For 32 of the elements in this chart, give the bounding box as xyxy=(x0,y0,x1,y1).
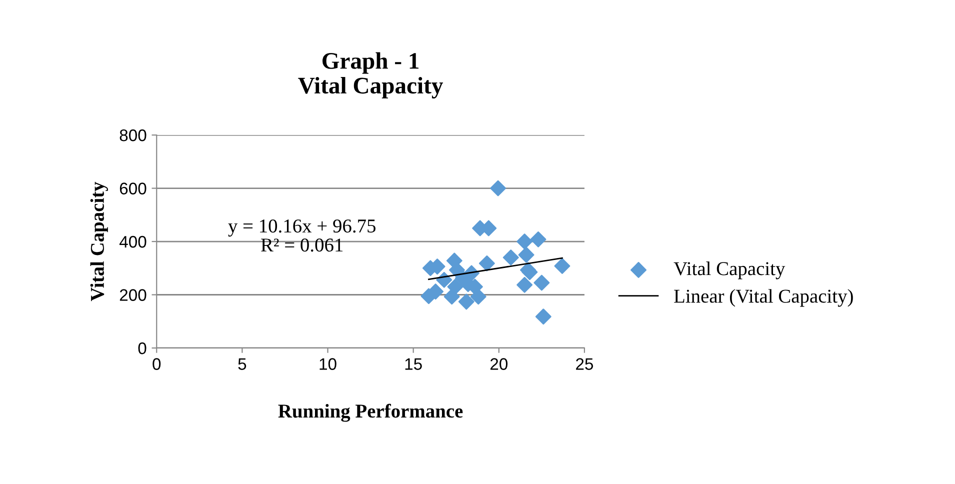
point xyxy=(470,288,486,305)
x-tick-label: 0 xyxy=(152,358,161,370)
x-tick-label: 5 xyxy=(238,358,246,370)
legend-label: Linear (Vital Capacity) xyxy=(674,289,853,307)
point xyxy=(535,308,552,325)
point xyxy=(554,258,570,274)
legend-label: Vital Capacity xyxy=(674,262,786,280)
y-tick-label: 400 xyxy=(119,236,146,248)
y-axis-title: Vital Capacity xyxy=(90,182,108,302)
point xyxy=(534,274,550,291)
annotation: y = 10.16x + 96.75 R² = 0.061 xyxy=(228,219,376,252)
y-tick-label: 0 xyxy=(138,342,146,354)
x-tick-label: 25 xyxy=(576,358,594,370)
point xyxy=(458,294,474,310)
x-tick-label: 20 xyxy=(490,358,508,370)
point xyxy=(516,234,533,250)
y-tick-label: 600 xyxy=(120,182,146,194)
point xyxy=(478,255,495,272)
y-tick-label: 200 xyxy=(120,289,146,301)
point xyxy=(516,276,533,293)
point xyxy=(447,278,464,295)
point xyxy=(490,180,506,196)
point xyxy=(530,231,546,248)
point xyxy=(518,246,534,263)
point xyxy=(444,288,460,305)
chart-title: Graph - 1 Vital Capacity xyxy=(298,52,443,98)
x-tick-label: 15 xyxy=(405,358,422,370)
point xyxy=(448,262,465,278)
x-tick-label: 10 xyxy=(320,358,336,370)
x-axis-title: Running Performance xyxy=(278,404,463,422)
point xyxy=(502,250,519,266)
y-tick-label: 800 xyxy=(120,129,146,142)
